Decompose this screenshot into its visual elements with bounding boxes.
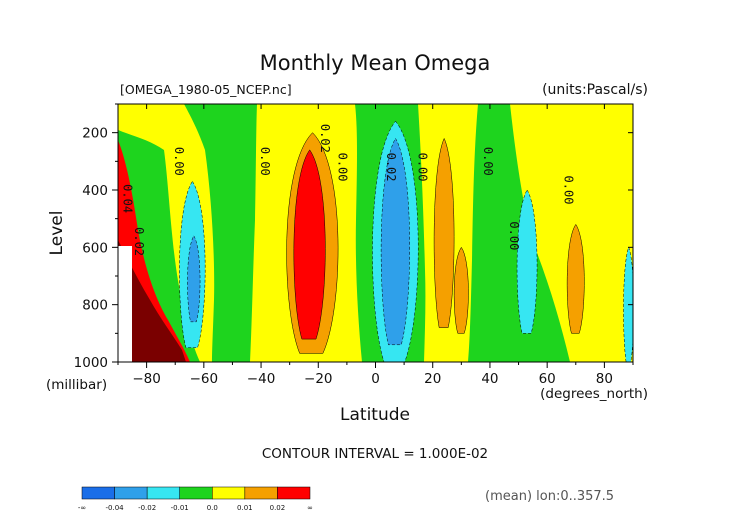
colorbar-label-6: 0.02	[270, 504, 286, 512]
x-tick-label-6: 40	[481, 371, 498, 387]
colorbar-label-7: ∞	[307, 504, 313, 512]
contour-label-2: 0.00	[172, 147, 186, 176]
x-tick-label-2: −40	[247, 371, 276, 387]
colorbar-swatch-2	[146, 486, 180, 500]
colorbar-label-1: -0.04	[106, 504, 125, 512]
contour-band-8	[516, 189, 538, 334]
contour-labels: 0.040.020.00 0.000.020.00 0.02 0.00 0.000.00…	[121, 124, 576, 256]
colorbar-label-0: -∞	[78, 504, 86, 512]
polar-hatched-region	[118, 240, 186, 362]
contour-label-4: 0.02	[318, 124, 332, 153]
x-tick-label-0: −80	[132, 371, 161, 387]
colorbar-label-4: 0.0	[207, 504, 218, 512]
x-axis: −80 −60 −40 −20 0 20 40 60 80	[117, 104, 634, 387]
contour-label-5: 0.00	[335, 153, 349, 182]
mean-footnote: (mean) lon:0..357.5	[485, 489, 614, 504]
x-tick-label-7: 60	[539, 371, 556, 387]
y-axis-label: Level	[47, 211, 67, 256]
contour-label-7: 0.00	[415, 153, 429, 182]
chart-title: Monthly Mean Omega	[260, 51, 491, 75]
contour-label-0: 0.04	[121, 184, 135, 213]
y-tick-label-4: 1000	[74, 355, 108, 371]
x-units-label: (degrees_north)	[540, 386, 648, 402]
plot-area: 0.040.020.00 0.000.020.00 0.02 0.00 0.000.00…	[118, 104, 633, 362]
x-axis-label: Latitude	[340, 405, 410, 425]
contour-label-9: 0.00	[507, 221, 521, 250]
contour-label-6: 0.02	[384, 153, 398, 182]
colorbar-swatch-1	[114, 486, 148, 500]
y-tick-label-2: 600	[82, 240, 108, 256]
y-tick-label-3: 800	[82, 298, 108, 314]
x-tick-label-5: 20	[424, 371, 441, 387]
contour-band-1	[187, 235, 201, 323]
below-ground-mask	[118, 246, 132, 362]
colorbar-swatch-0	[81, 486, 115, 500]
file-label: [OMEGA_1980-05_NCEP.nc]	[120, 82, 292, 97]
colorbar-label-2: -0.02	[138, 504, 156, 512]
colorbar-swatch-4	[212, 486, 246, 500]
contour-band-7	[453, 246, 469, 334]
contour-band-3	[293, 149, 326, 340]
y-tick-label-0: 200	[82, 126, 108, 142]
colorbar-label-3: -0.01	[171, 504, 189, 512]
colorbar: -∞ -0.04 -0.02 -0.01 0.0 0.01 0.02 ∞	[78, 486, 313, 512]
colorbar-label-5: 0.01	[237, 504, 253, 512]
contour-label-3: 0.00	[258, 147, 272, 176]
x-tick-label-4: 0	[371, 371, 380, 387]
contour-label-10: 0.00	[561, 176, 575, 205]
units-label: (units:Pascal/s)	[542, 82, 648, 98]
x-tick-label-1: −60	[190, 371, 219, 387]
colorbar-swatch-3	[179, 486, 213, 500]
yellow-region-nh	[510, 104, 633, 362]
x-tick-label-3: −20	[304, 371, 333, 387]
y-tick-label-1: 400	[82, 183, 108, 199]
colorbar-swatch-5	[244, 486, 278, 500]
contour-band-6	[433, 137, 455, 328]
contour-band-9	[566, 223, 585, 334]
contour-label-8: 0.00	[481, 147, 495, 176]
contour-label-1: 0.02	[132, 227, 146, 256]
colorbar-swatch-6	[277, 486, 311, 500]
x-tick-label-8: 80	[596, 371, 613, 387]
contour-interval-note: CONTOUR INTERVAL = 1.000E-02	[262, 446, 488, 462]
contour-band-5	[380, 137, 410, 346]
y-axis: 200 400 600 800 1000	[74, 103, 633, 371]
contour-bands	[179, 120, 633, 362]
y-units-label: (millibar)	[46, 377, 107, 393]
